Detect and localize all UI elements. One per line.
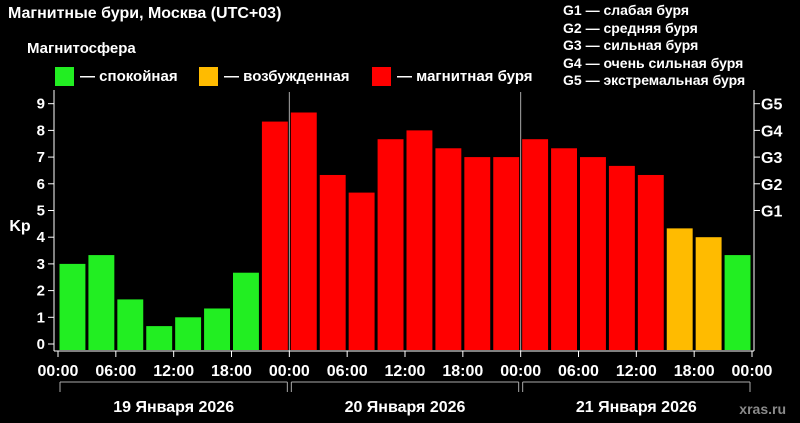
kp-bar bbox=[348, 192, 375, 350]
kp-bar bbox=[204, 308, 230, 350]
y-tick-label: 4 bbox=[37, 229, 46, 246]
chart-title: Магнитные бури, Москва (UTC+03) bbox=[8, 5, 282, 22]
g-scale-g3: G3 — сильная буря bbox=[563, 37, 699, 53]
legend-item-storm: — магнитная буря bbox=[372, 66, 533, 86]
kp-bar bbox=[493, 157, 520, 350]
x-tick-label: 00:00 bbox=[500, 363, 541, 380]
kp-bar bbox=[377, 139, 404, 350]
legend-label-active: — возбужденная bbox=[224, 67, 350, 85]
y-axis-label: Kp bbox=[9, 218, 31, 235]
y-tick-label: 0 bbox=[37, 336, 45, 353]
x-tick-label: 18:00 bbox=[674, 363, 715, 380]
x-tick-label: 18:00 bbox=[442, 363, 483, 380]
g-tick-label: G3 bbox=[761, 150, 782, 167]
y-tick-label: 1 bbox=[37, 309, 45, 326]
kp-bar bbox=[464, 157, 491, 350]
kp-bar bbox=[117, 299, 144, 350]
kp-bar bbox=[666, 228, 693, 350]
kp-bar bbox=[290, 112, 317, 351]
g-tick-label: G4 bbox=[761, 123, 782, 140]
day-label: 20 Января 2026 bbox=[345, 399, 466, 416]
y-tick-label: 7 bbox=[37, 149, 45, 166]
legend-swatch-quiet bbox=[55, 66, 74, 86]
kp-bar bbox=[175, 317, 202, 350]
kp-bar bbox=[551, 148, 577, 350]
kp-bar bbox=[59, 263, 86, 350]
x-tick-label: 00:00 bbox=[269, 363, 310, 380]
legend-label-storm: — магнитная буря bbox=[397, 67, 533, 85]
x-tick-label: 12:00 bbox=[153, 363, 194, 380]
day-label: 21 Января 2026 bbox=[576, 399, 697, 416]
g-tick-label: G5 bbox=[761, 97, 782, 114]
g-scale-g4: G4 — очень сильная буря bbox=[563, 54, 744, 71]
g-tick-label: G1 bbox=[761, 203, 782, 220]
kp-bar bbox=[261, 121, 288, 350]
kp-bar bbox=[580, 157, 606, 350]
legend-swatch-active bbox=[199, 66, 218, 86]
y-tick-label: 6 bbox=[37, 176, 45, 193]
legend-swatch-storm bbox=[372, 66, 391, 86]
x-tick-label: 12:00 bbox=[385, 363, 426, 380]
legend-label-quiet: — спокойная bbox=[80, 67, 178, 85]
legend-subtitle: Магнитосфера bbox=[27, 40, 136, 57]
legend-item-active: — возбужденная bbox=[199, 66, 350, 86]
x-tick-label: 00:00 bbox=[38, 363, 79, 380]
y-tick-label: 8 bbox=[37, 122, 45, 139]
kp-bar bbox=[608, 165, 635, 350]
y-tick-label: 5 bbox=[37, 202, 45, 219]
g-scale-g5: G5 — экстремальная буря bbox=[563, 72, 746, 88]
x-tick-label: 06:00 bbox=[327, 363, 368, 380]
g-scale-g1: G1 — слабая буря bbox=[563, 2, 690, 18]
y-tick-label: 2 bbox=[37, 283, 45, 300]
kp-bar bbox=[88, 255, 115, 350]
kp-bar bbox=[146, 326, 173, 350]
legend-item-quiet: — спокойная bbox=[55, 66, 178, 86]
x-tick-label: 06:00 bbox=[558, 363, 599, 380]
g-tick-label: G2 bbox=[761, 177, 782, 194]
x-tick-label: 06:00 bbox=[95, 363, 136, 380]
kp-bar bbox=[522, 139, 549, 350]
kp-bar bbox=[233, 272, 259, 350]
x-tick-label: 00:00 bbox=[732, 363, 773, 380]
kp-bar bbox=[637, 174, 664, 350]
y-tick-label: 9 bbox=[37, 96, 45, 113]
kp-bar bbox=[695, 237, 722, 350]
kp-bar bbox=[406, 130, 433, 350]
x-tick-label: 18:00 bbox=[211, 363, 252, 380]
kp-bar bbox=[319, 174, 346, 350]
day-label: 19 Января 2026 bbox=[113, 399, 234, 416]
g-scale-legend: G1 — слабая буря G2 — средняя буря G3 — … bbox=[563, 2, 745, 90]
g-scale-g2: G2 — средняя буря bbox=[563, 19, 698, 36]
watermark: xras.ru bbox=[739, 401, 786, 417]
kp-bar bbox=[724, 255, 751, 350]
x-tick-label: 12:00 bbox=[616, 363, 657, 380]
y-tick-label: 3 bbox=[37, 256, 45, 273]
kp-bar bbox=[435, 148, 462, 350]
